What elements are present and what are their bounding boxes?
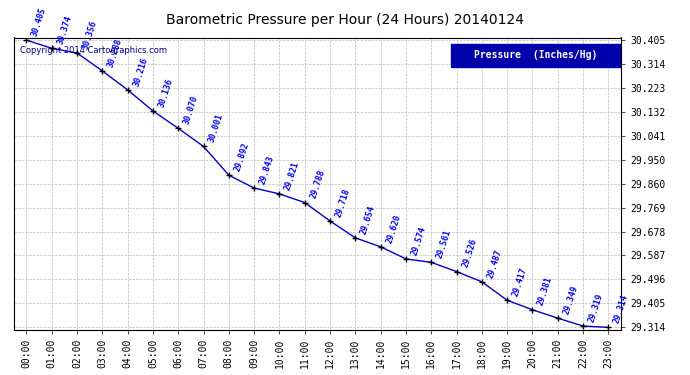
Text: 29.526: 29.526 — [460, 238, 478, 269]
Text: 29.561: 29.561 — [435, 228, 453, 260]
Text: 29.620: 29.620 — [384, 213, 402, 244]
Text: 29.349: 29.349 — [562, 284, 580, 315]
Text: 29.319: 29.319 — [586, 292, 604, 323]
Text: 29.788: 29.788 — [308, 169, 326, 200]
Text: 30.288: 30.288 — [106, 37, 124, 68]
Text: Copyright 2014 Cartographics.com: Copyright 2014 Cartographics.com — [20, 46, 167, 55]
Text: 30.356: 30.356 — [81, 19, 99, 50]
Text: 30.070: 30.070 — [182, 94, 200, 126]
Text: 29.718: 29.718 — [334, 187, 352, 218]
Text: 29.821: 29.821 — [284, 160, 301, 191]
Text: Pressure  (Inches/Hg): Pressure (Inches/Hg) — [474, 50, 598, 60]
Text: 29.417: 29.417 — [511, 266, 529, 298]
Text: 30.001: 30.001 — [208, 112, 225, 144]
Text: 29.314: 29.314 — [612, 293, 630, 325]
Text: 29.892: 29.892 — [233, 141, 250, 172]
Text: Barometric Pressure per Hour (24 Hours) 20140124: Barometric Pressure per Hour (24 Hours) … — [166, 13, 524, 27]
Text: 30.374: 30.374 — [55, 14, 73, 46]
Text: 29.843: 29.843 — [258, 154, 276, 186]
Text: 29.574: 29.574 — [410, 225, 428, 256]
Text: 30.136: 30.136 — [157, 77, 175, 108]
Text: 30.216: 30.216 — [132, 56, 149, 87]
Text: 29.381: 29.381 — [536, 276, 554, 307]
Text: 29.654: 29.654 — [359, 204, 377, 235]
FancyBboxPatch shape — [451, 44, 621, 67]
Text: 30.405: 30.405 — [30, 6, 48, 38]
Text: 29.487: 29.487 — [486, 248, 504, 279]
